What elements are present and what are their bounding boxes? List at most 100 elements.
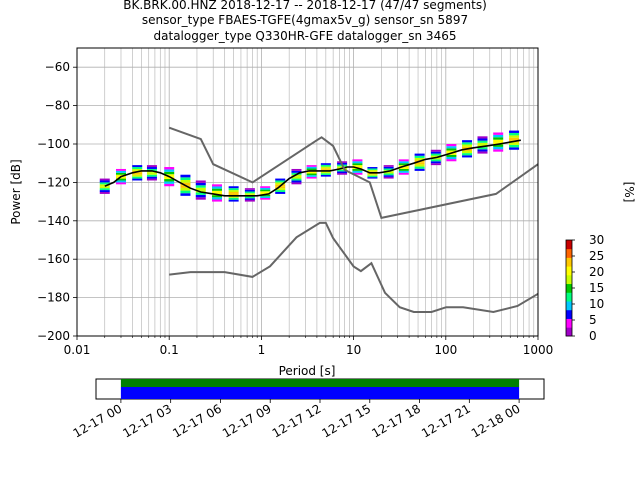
colorbar: 0 5 10 15 20 25 30 [%] [565,182,636,343]
ppsd-bin [164,171,175,175]
coverage-tick-label: 12-17 18 [369,401,423,440]
ppsd-bin [132,172,143,175]
coverage-tick-label: 12-17 06 [170,401,224,440]
ppsd-bin [306,176,317,179]
ppsd-mean-curve [104,139,521,197]
ppsd-bin [462,142,473,145]
ppsd-bin [462,144,473,147]
ppsd-bin [275,190,286,192]
colorbar-segment [566,266,572,276]
ppsd-bin [180,180,191,183]
colorbar-segment [566,309,572,319]
new-high-noise-model-line [168,126,539,220]
ppsd-bin [493,139,504,143]
ppsd-bin [228,192,239,194]
x-axis: 0.01 0.1 1 10 100 1000 [64,336,553,357]
ppsd-bin [180,182,191,186]
ppsd-bin [132,178,143,181]
ppsd-bin [212,190,223,193]
coverage-bar [120,379,520,387]
ppsd-bin [493,134,504,138]
ppsd-bin [462,153,473,156]
ppsd-bin [493,149,504,152]
ppsd-bin [493,144,504,147]
ppsd-bin [164,181,175,184]
colorbar-label: [%] [622,182,636,203]
plot-frame [76,47,539,337]
ppsd-bin [132,165,143,168]
ppsd-bin [195,197,206,200]
ppsd-bin [337,166,348,168]
ppsd-bin [414,162,425,165]
coverage-tick-label: 12-17 00 [71,401,125,440]
colorbar-tick-label: 30 [589,233,604,247]
ppsd-bin [228,193,239,196]
ppsd-bin [383,173,394,176]
ppsd-bin [291,168,302,171]
ppsd-bin [367,168,378,170]
ppsd-bin [446,156,457,160]
ppsd-bin [383,171,394,174]
y-tick-label: −100 [37,137,70,151]
ppsd-bin [164,169,175,172]
ppsd-bin [99,190,110,192]
ppsd-bin [446,148,457,151]
ppsd-bin [99,188,110,191]
y-tick-label: −60 [45,60,70,74]
ppsd-bin [244,198,255,200]
ppsd-bin [306,171,317,174]
ppsd-bin [352,170,363,173]
x-tick-label: 0.01 [64,343,91,357]
ppsd-bin [244,199,255,202]
ppsd-bin [132,168,143,171]
ppsd-bin [180,185,191,188]
x-tick-label: 0.1 [160,343,179,357]
ppsd-bin [398,163,409,166]
ppsd-bin [352,161,363,164]
y-tick-label: −160 [37,252,70,266]
title-line-2: sensor_type FBAES-TGFE(4gmax5v_g) sensor… [142,13,468,27]
ppsd-bin [383,175,394,177]
ppsd-bin [383,168,394,171]
ppsd-bin [195,194,206,198]
ppsd-bin [367,175,378,178]
y-axis: −200 −180 −160 −140 −120 −100 −80 −60 [37,60,77,343]
ppsd-bin [195,192,206,195]
ppsd-bin [430,159,441,162]
ppsd-bin [164,167,175,170]
ppsd-bin [383,165,394,167]
ppsd-bin [132,167,143,169]
x-tick-label: 1 [258,343,266,357]
ppsd-bin [99,180,110,183]
y-tick-label: −180 [37,291,70,305]
ppsd-bin [509,147,520,150]
ppsd-bin [414,166,425,169]
ppsd-bin [212,184,223,187]
ppsd-bin [477,140,488,143]
ppsd-bin [352,165,363,168]
ppsd-bin [195,182,206,186]
ppsd-bin [306,168,317,171]
ppsd-bin [446,154,457,157]
ppsd-bin [164,176,175,180]
ppsd-bin [509,144,520,148]
ppsd-bin [228,186,239,189]
colorbar-segment [566,257,572,267]
ppsd-bin [180,177,191,180]
ppsd-bin [477,142,488,145]
new-low-noise-model-line [169,221,539,314]
ppsd-bin [509,142,520,145]
ppsd-bin [383,176,394,179]
coverage-bars [120,379,520,399]
ppsd-bin [228,195,239,198]
ppsd-bin [115,180,126,183]
ppsd-bin [132,176,143,179]
title-line-3: datalogger_type Q330HR-GFE datalogger_sn… [154,29,457,43]
coverage-tick-label: 12-17 09 [220,401,274,440]
ppsd-bin [212,195,223,198]
ppsd-bin [509,132,520,136]
ppsd-bin [398,172,409,175]
ppsd-bin [146,174,157,177]
